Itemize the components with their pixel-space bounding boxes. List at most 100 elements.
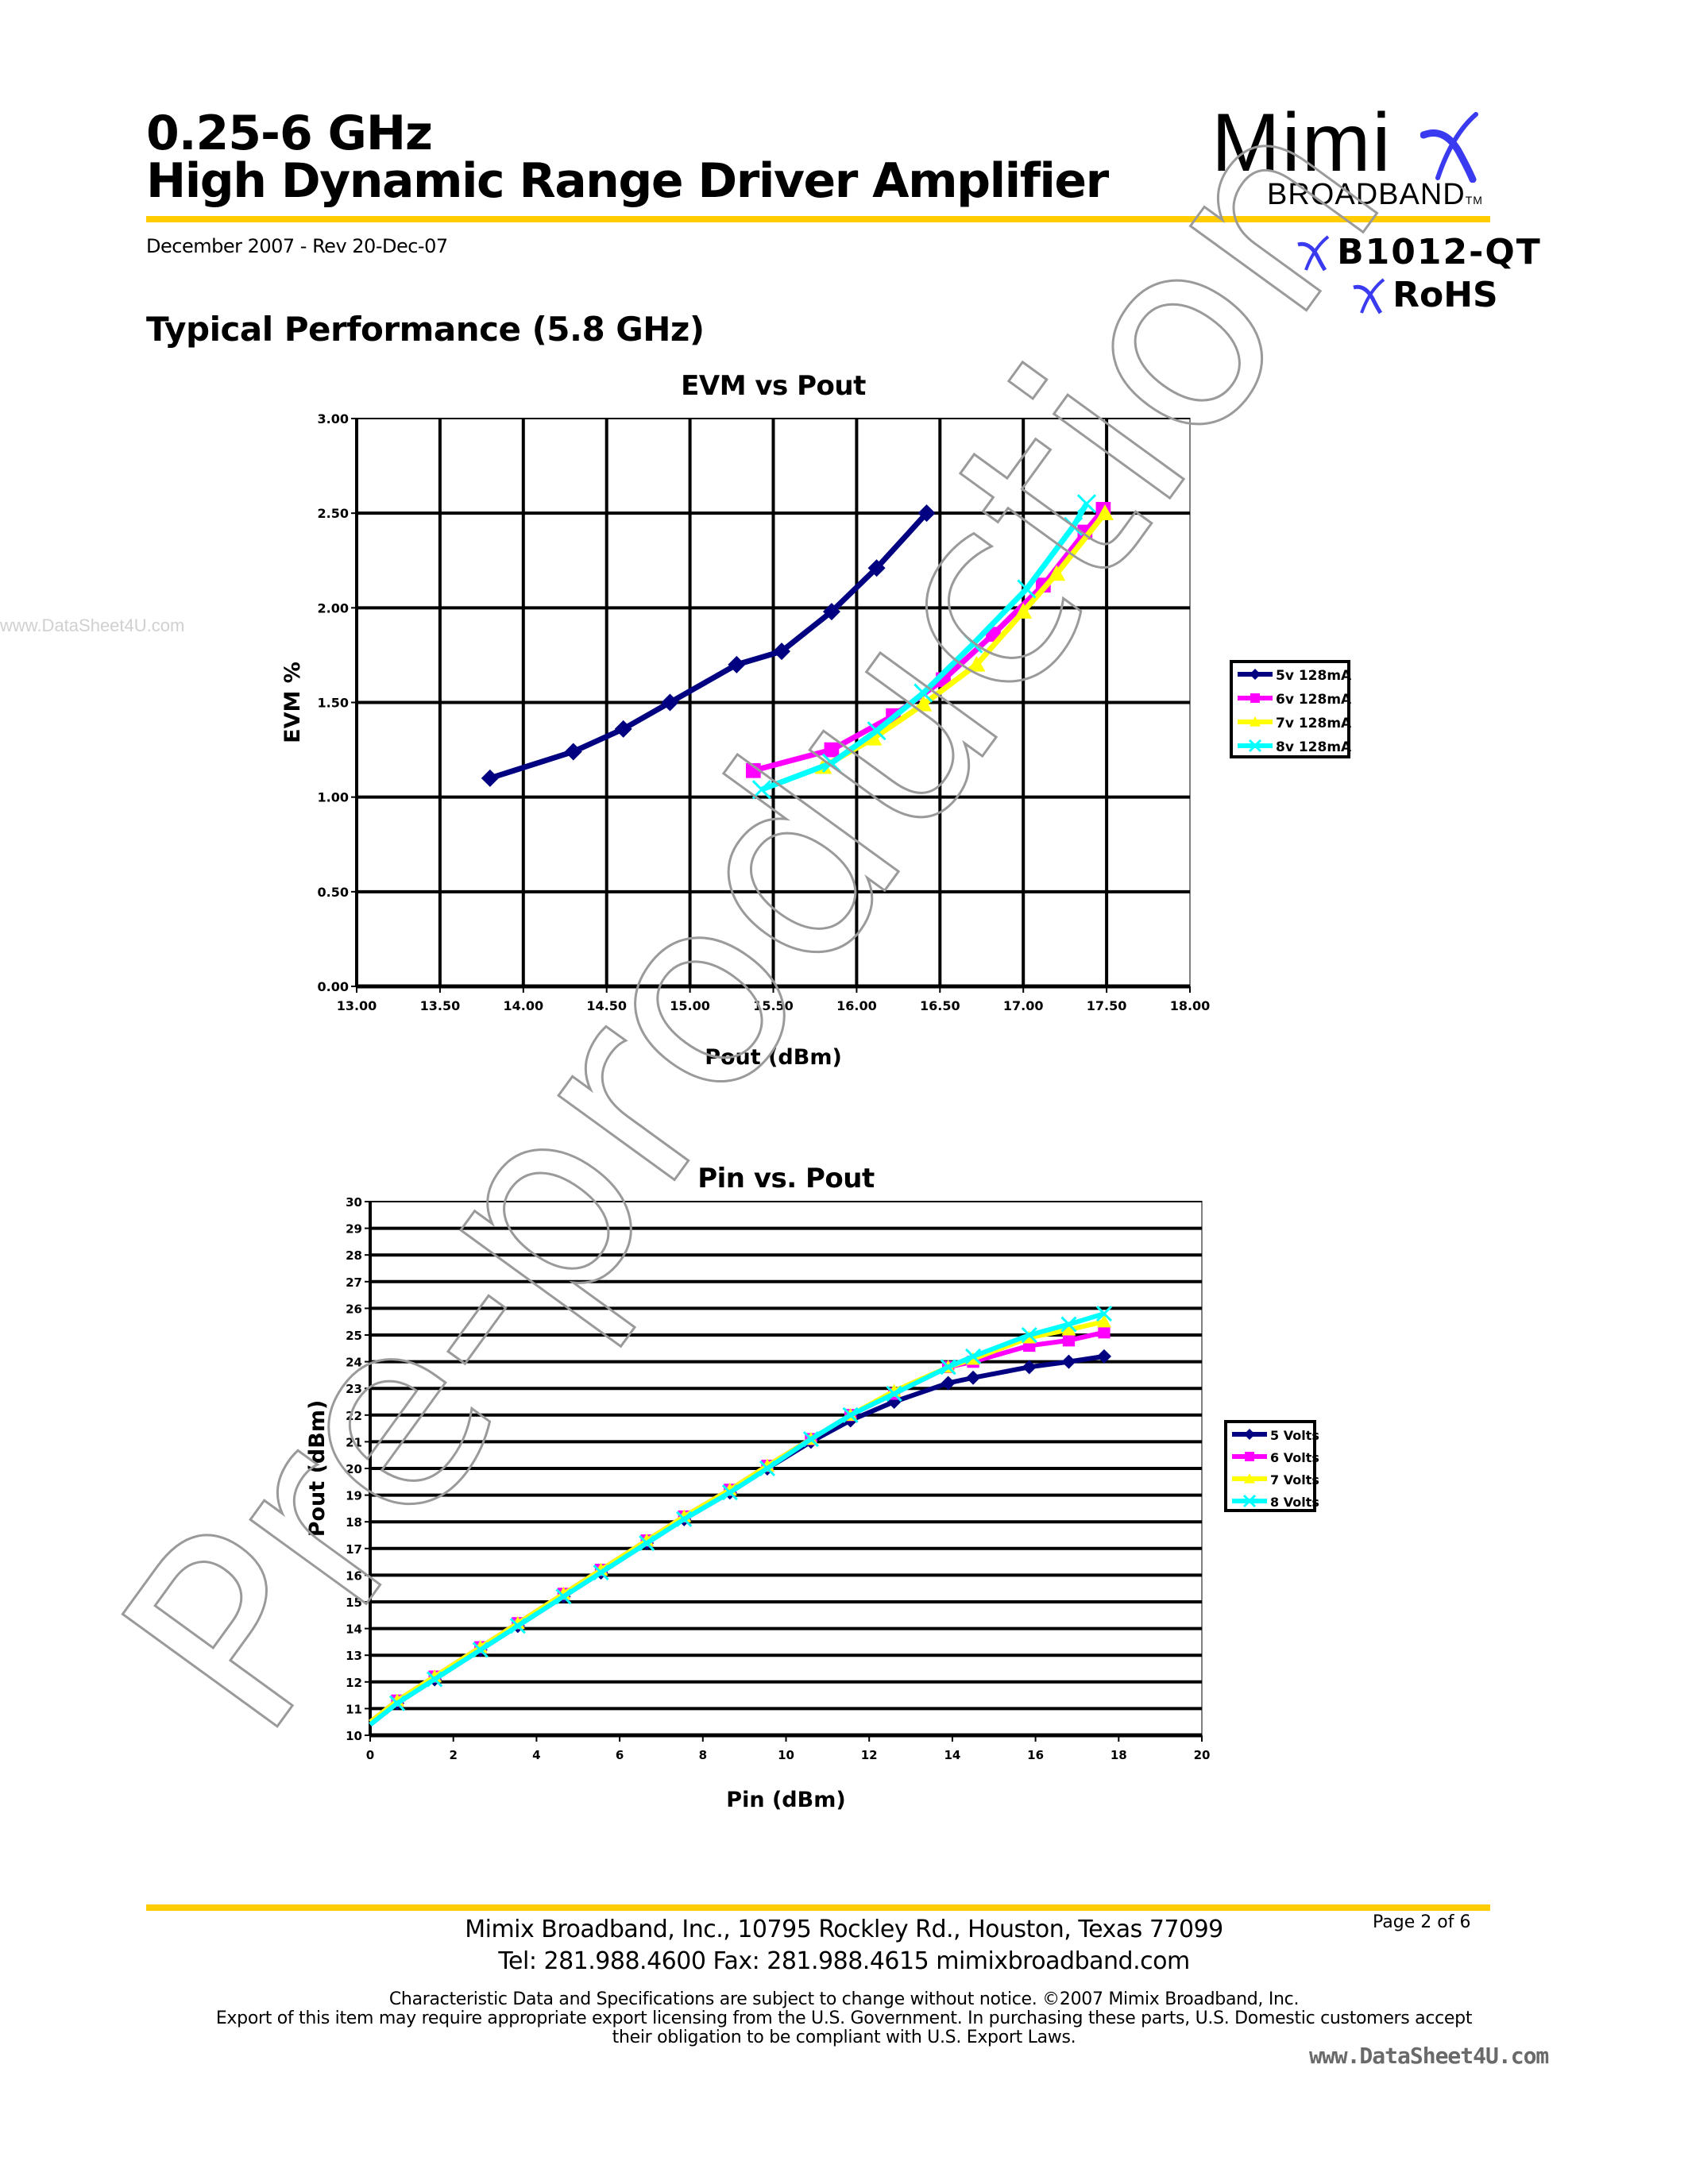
marker-x — [842, 1406, 859, 1423]
y-tick-label: 13 — [346, 1649, 362, 1663]
marker-x — [867, 721, 886, 741]
marker-x — [1076, 494, 1096, 514]
marker-x — [509, 1618, 526, 1634]
part-number-badge: B1012-QT — [1295, 232, 1542, 272]
x-tick-label: 0 — [366, 1748, 374, 1762]
logo-x-icon — [1420, 112, 1478, 183]
disclaimer-line-1: Characteristic Data and Specifications a… — [388, 1989, 1300, 2009]
marker-diamond — [1096, 1349, 1111, 1364]
marker-square — [1245, 1452, 1254, 1461]
legend-label: 5 Volts — [1270, 1428, 1319, 1443]
marker-triangle — [1061, 1322, 1076, 1336]
y-tick-label: 27 — [346, 1275, 362, 1290]
y-tick-label: 10 — [346, 1729, 362, 1743]
x-tick-label: 6 — [616, 1748, 624, 1762]
marker-x — [759, 1460, 776, 1477]
x-mark-icon — [1353, 277, 1385, 314]
marker-x — [555, 1588, 572, 1605]
footer-rule — [146, 1904, 1490, 1911]
marker-x — [639, 1535, 655, 1552]
pin-pout-chart-title: Pin vs. Pout — [697, 1163, 875, 1194]
marker-diamond — [917, 504, 936, 523]
chart-legend: 5 Volts 6 Volts 7 Volts 8 Volts — [1224, 1420, 1319, 1512]
watermark-site-left: www.DataSheet4U.com — [0, 615, 185, 635]
legend-label: 8 Volts — [1270, 1495, 1319, 1510]
x-tick-label: 18 — [1111, 1748, 1127, 1762]
marker-x — [676, 1511, 693, 1527]
x-axis-title: Pout (dBm) — [705, 1045, 842, 1070]
document-title-line1: 0.25-6 GHz — [146, 106, 433, 161]
logo-broadband: BROADBANDTM — [1267, 178, 1483, 212]
x-tick-label: 16 — [1027, 1748, 1044, 1762]
y-tick-label: 26 — [346, 1302, 362, 1316]
x-tick-label: 4 — [532, 1748, 540, 1762]
marker-diamond — [1244, 1429, 1255, 1440]
part-number: B1012-QT — [1337, 232, 1542, 272]
x-tick-label: 20 — [1194, 1748, 1211, 1762]
x-tick-label: 13.50 — [420, 998, 461, 1013]
marker-x — [751, 780, 771, 800]
pin-vs-pout-chart: 1011121314151617181920212223242526272829… — [305, 1195, 1319, 1812]
marker-diamond — [564, 743, 582, 761]
series-5v-128ma — [481, 504, 936, 787]
x-tick-label: 15.00 — [670, 998, 710, 1013]
x-tick-label: 18.00 — [1170, 998, 1211, 1013]
disclaimer-line-2: Export of this item may require appropri… — [215, 2008, 1473, 2028]
y-tick-label: 3.00 — [318, 411, 349, 426]
y-tick-label: 22 — [346, 1409, 362, 1423]
y-tick-label: 0.00 — [318, 979, 349, 994]
evm-chart-title: EVM vs Pout — [681, 370, 866, 402]
y-tick-label: 12 — [346, 1676, 362, 1690]
x-tick-label: 16.50 — [920, 998, 960, 1013]
x-tick-label: 12 — [861, 1748, 878, 1762]
y-tick-label: 1.50 — [318, 696, 349, 711]
marker-x — [1017, 579, 1037, 599]
marker-triangle — [1014, 603, 1033, 619]
marker-x — [1242, 1494, 1257, 1508]
header-rule — [146, 216, 1490, 222]
rohs-badge: RoHS — [1350, 275, 1498, 315]
legend-label: 7 Volts — [1270, 1472, 1319, 1488]
x-tick-label: 17.00 — [1003, 998, 1044, 1013]
marker-diamond — [614, 720, 632, 738]
x-tick-label: 10 — [778, 1748, 794, 1762]
marker-triangle — [1048, 565, 1066, 581]
y-tick-label: 24 — [346, 1356, 362, 1370]
page-number: Page 2 of 6 — [1373, 1912, 1471, 1932]
y-tick-label: 30 — [346, 1195, 362, 1210]
y-tick-label: 15 — [346, 1596, 362, 1610]
series-8-volts — [369, 1306, 1113, 1727]
y-axis-title: Pout (dBm) — [305, 1400, 330, 1538]
y-tick-label: 21 — [346, 1435, 362, 1449]
marker-square — [824, 742, 840, 758]
chart-legend: 5v 128mA 6v 128mA 7v 128mA 8v 128mA — [1230, 660, 1352, 758]
footer-address: Mimix Broadband, Inc., 10795 Rockley Rd.… — [465, 1916, 1223, 1943]
legend-label: 5v 128mA — [1276, 668, 1352, 684]
marker-triangle — [1096, 1314, 1111, 1328]
y-tick-label: 23 — [346, 1382, 362, 1396]
y-axis-title: EVM % — [280, 662, 305, 743]
x-tick-label: 8 — [699, 1748, 707, 1762]
logo-wordmark: Mimi — [1211, 97, 1393, 189]
y-tick-label: 25 — [346, 1329, 362, 1343]
marker-x — [1021, 1326, 1037, 1344]
legend-label: 7v 128mA — [1276, 716, 1352, 731]
document-title-line2: High Dynamic Range Driver Amplifier — [146, 153, 1109, 209]
marker-diamond — [1250, 669, 1261, 680]
evm-vs-pout-chart: 0.00 0.50 1.00 1.50 2.00 2.50 3.00 13.00 13.50 14… — [280, 411, 1352, 1070]
y-tick-label: 1.00 — [318, 790, 349, 805]
series-8v-128ma — [751, 494, 1096, 800]
mimix-logo: Mimi BROADBANDTM — [1207, 95, 1493, 214]
marker-x — [965, 1348, 982, 1364]
section-title: Typical Performance (5.8 GHz) — [146, 310, 705, 349]
marker-x — [964, 634, 983, 654]
rohs-label: RoHS — [1393, 275, 1498, 315]
legend-label: 6 Volts — [1270, 1450, 1319, 1465]
marker-x — [1248, 739, 1262, 753]
marker-x — [593, 1564, 609, 1581]
marker-square — [1250, 693, 1260, 703]
x-tick-label: 13.00 — [337, 998, 377, 1013]
y-tick-label: 16 — [346, 1569, 362, 1583]
x-tick-label: 2 — [449, 1748, 457, 1762]
legend-box — [1224, 1420, 1316, 1512]
